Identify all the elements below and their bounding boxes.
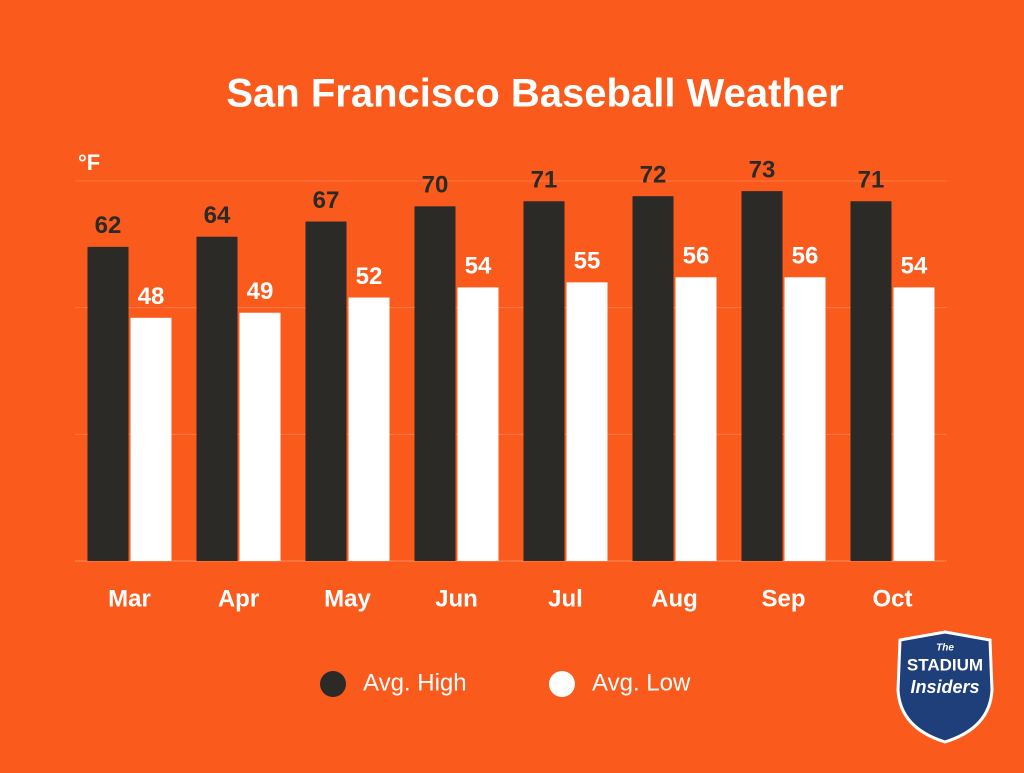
bar [523, 201, 565, 561]
x-tick-label: Oct [872, 585, 912, 612]
legend-label: Avg. High [363, 669, 467, 696]
bar [414, 206, 456, 562]
chart-title: San Francisco Baseball Weather [226, 72, 843, 116]
bar [850, 201, 892, 561]
bar [348, 297, 390, 561]
value-label: 72 [640, 162, 667, 189]
value-label: 62 [95, 212, 122, 239]
x-tick-label: Jul [548, 585, 583, 612]
bar [196, 236, 238, 561]
bar [87, 246, 129, 561]
logo-badge [896, 630, 994, 744]
x-tick-label: Sep [761, 585, 805, 612]
x-tick-label: Apr [218, 585, 259, 612]
x-tick-label: Aug [651, 585, 698, 612]
value-label: 67 [313, 187, 340, 214]
value-label: 52 [356, 263, 383, 290]
bar [893, 287, 935, 561]
bar [784, 277, 826, 561]
bar [130, 317, 172, 561]
x-tick-label: May [324, 585, 371, 612]
value-label: 73 [749, 156, 776, 183]
legend-marker [320, 671, 346, 697]
bar [741, 191, 783, 561]
value-label: 48 [138, 283, 165, 310]
legend-label: Avg. Low [592, 669, 691, 696]
y-axis-label: °F [78, 150, 100, 175]
bar [632, 196, 674, 561]
logo-text: STADIUM [907, 655, 983, 674]
bar [457, 287, 499, 561]
logo-text: Insiders [910, 677, 979, 697]
legend-marker [549, 671, 575, 697]
value-label: 55 [574, 248, 601, 275]
logo: The STADIUM Insiders [896, 630, 994, 744]
bar [305, 221, 347, 562]
logo-text: The [936, 643, 954, 654]
bar [675, 277, 717, 561]
value-label: 54 [465, 253, 492, 280]
value-label: 71 [531, 167, 558, 194]
value-label: 71 [858, 167, 885, 194]
x-tick-label: Mar [108, 585, 151, 612]
value-label: 70 [422, 172, 449, 199]
x-tick-label: Jun [435, 585, 478, 612]
value-label: 64 [204, 202, 231, 229]
value-label: 49 [247, 278, 274, 305]
bar [239, 312, 281, 561]
value-label: 54 [901, 253, 928, 280]
bar [566, 282, 608, 561]
value-label: 56 [792, 243, 819, 270]
value-label: 56 [683, 243, 710, 270]
